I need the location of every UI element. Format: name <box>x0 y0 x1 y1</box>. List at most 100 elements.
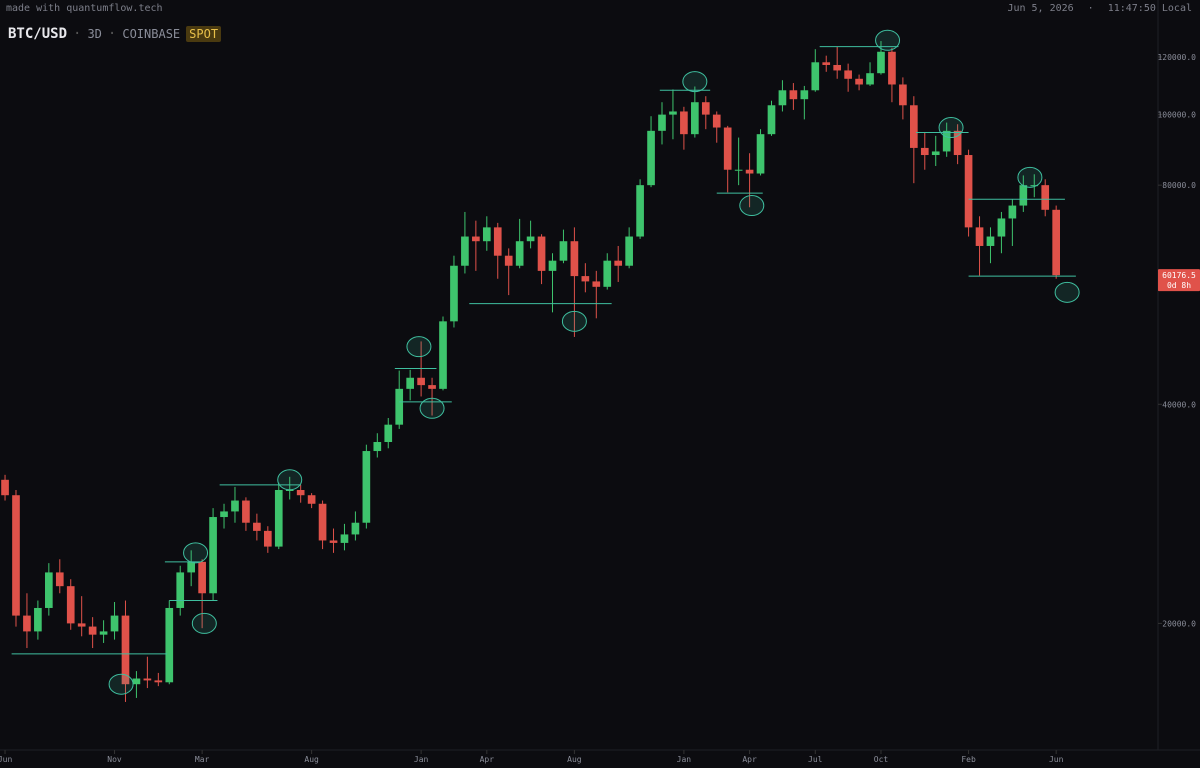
candle-body <box>515 241 524 266</box>
candle-body <box>537 236 546 271</box>
candle-body <box>99 631 108 635</box>
x-tick-label: Jun <box>1049 755 1064 764</box>
x-tick-label: Feb <box>961 755 976 764</box>
candle-body <box>165 607 174 683</box>
candle-body <box>1 479 9 496</box>
candle-body <box>318 503 327 541</box>
candle-body <box>767 105 776 135</box>
candle-body <box>231 500 239 512</box>
candle-body <box>745 169 754 174</box>
symbol-bar: BTC/USD · 3D · COINBASE SPOT <box>8 26 222 42</box>
highlight <box>875 29 901 51</box>
candle-body <box>756 134 765 174</box>
highlight <box>419 397 445 419</box>
candle-body <box>110 615 119 632</box>
highlight <box>277 469 303 491</box>
candle-body <box>734 169 743 171</box>
candle-body <box>942 130 951 152</box>
countdown: 0d 8h <box>1167 281 1191 290</box>
candle-body <box>198 561 206 594</box>
candle-body <box>964 155 973 228</box>
highlight <box>1054 281 1080 303</box>
highlight <box>108 673 134 695</box>
candle-body <box>888 51 896 85</box>
x-tick-label: Jan <box>414 755 429 764</box>
x-tick-label: Jun <box>0 755 12 764</box>
candle-body <box>811 62 820 91</box>
time: 11:47:50 Local <box>1107 3 1192 14</box>
exchange: COINBASE <box>122 27 181 41</box>
candle-body <box>187 561 196 573</box>
candle-body <box>307 495 316 504</box>
candle-body <box>986 236 995 246</box>
candle-body <box>723 127 732 170</box>
credit: made with quantumflow.tech <box>6 3 163 14</box>
candle-body <box>866 73 874 85</box>
candle-body <box>822 62 831 65</box>
candle-body <box>395 388 404 425</box>
candle-body <box>680 111 688 135</box>
interval: 3D <box>87 27 102 41</box>
candle-body <box>329 540 338 543</box>
highlight <box>739 195 765 217</box>
candle-body <box>1030 185 1039 187</box>
highlight <box>191 612 217 634</box>
highlight <box>561 310 587 332</box>
candle-body <box>1008 205 1017 219</box>
candle-body <box>669 111 677 115</box>
candle-body <box>636 185 644 237</box>
x-tick-label: Aug <box>304 755 319 764</box>
candle-body <box>253 522 261 531</box>
candle-body <box>23 615 31 632</box>
candle-body <box>362 451 371 523</box>
candle-body <box>66 586 75 624</box>
candle-body <box>406 377 414 389</box>
candle-body <box>833 64 842 71</box>
candle-body <box>997 218 1006 237</box>
clock: Jun 5, 2026 · 11:47:50 Local <box>1007 3 1192 14</box>
candle-body <box>461 236 469 266</box>
candle-body <box>88 626 97 635</box>
candle-body <box>209 517 217 594</box>
candle-body <box>526 236 535 242</box>
price-tag <box>1158 269 1200 292</box>
candle-body <box>712 114 721 128</box>
candle-body <box>559 241 568 261</box>
candle-body <box>482 227 491 242</box>
x-tick-label: Mar <box>195 755 210 764</box>
y-tick-label: 40000.0 <box>1162 400 1196 409</box>
candle-body <box>450 265 458 322</box>
y-tick-label: 120000.0 <box>1157 53 1196 62</box>
x-tick-label: Apr <box>742 755 757 764</box>
candle-body <box>77 623 86 627</box>
candle-body <box>439 321 447 389</box>
highlight <box>1017 166 1043 188</box>
candle-body <box>34 607 42 632</box>
market: SPOT <box>186 26 222 42</box>
highlight <box>938 117 964 139</box>
dot: · <box>107 26 117 42</box>
candle-body <box>285 489 294 491</box>
candle-body <box>263 530 272 547</box>
candle-body <box>132 678 141 685</box>
candle-body <box>570 241 579 277</box>
candle-body <box>143 678 152 681</box>
candle-body <box>428 385 436 389</box>
candle-body <box>899 84 907 106</box>
candle-body <box>176 572 185 608</box>
highlight <box>183 542 209 564</box>
separator: · <box>1087 3 1094 14</box>
candle-body <box>701 102 710 115</box>
candle-body <box>614 260 623 266</box>
candle-body <box>274 489 283 547</box>
candle-body <box>493 227 502 256</box>
candle-body <box>351 522 360 535</box>
date: Jun 5, 2026 <box>1007 3 1074 14</box>
candle-body <box>472 236 480 242</box>
candle-body <box>603 260 612 287</box>
candle-body <box>121 615 130 685</box>
candle-body <box>12 495 20 616</box>
candle-body <box>877 51 885 74</box>
y-tick-label: 20000.0 <box>1162 619 1196 628</box>
